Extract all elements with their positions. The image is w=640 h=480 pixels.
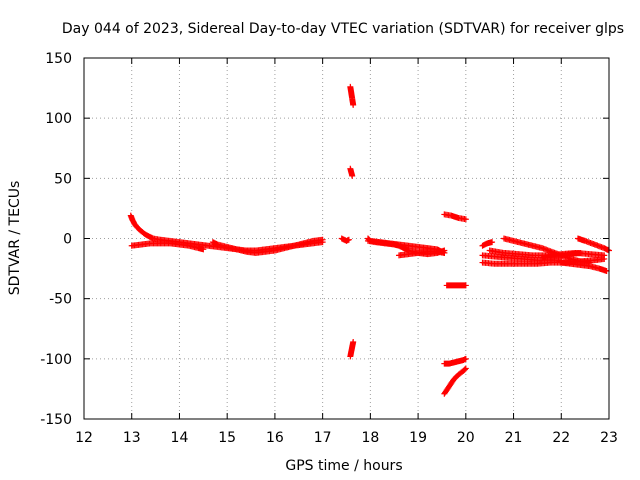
series-track-20	[558, 259, 610, 274]
data-layer	[127, 83, 612, 397]
series-track-6	[347, 165, 356, 179]
series-track-11	[441, 211, 469, 223]
scatter-points	[441, 365, 469, 397]
scatter-points	[441, 355, 469, 367]
y-axis-label: SDTVAR / TECUs	[7, 181, 23, 296]
series-track-12	[443, 282, 469, 289]
x-tick-label: 20	[457, 430, 475, 446]
x-tick-label: 13	[123, 430, 141, 446]
x-tick-label: 17	[314, 430, 332, 446]
series-track-13	[441, 355, 469, 367]
scatter-points	[338, 235, 352, 244]
y-tick-label: -100	[40, 352, 72, 368]
series-track-3	[209, 236, 326, 256]
y-tick-label: 50	[54, 171, 72, 187]
scatter-points	[347, 83, 357, 108]
scatter-points	[347, 165, 356, 179]
y-tick-label: -150	[40, 412, 72, 428]
scatter-points	[347, 338, 357, 360]
x-tick-label: 16	[266, 430, 284, 446]
x-tick-label: 21	[505, 430, 523, 446]
scatter-points	[479, 239, 496, 249]
x-axis-label: GPS time / hours	[285, 458, 402, 474]
y-tick-label: 0	[63, 232, 72, 248]
series-track-14	[441, 365, 469, 397]
x-tick-label: 22	[552, 430, 570, 446]
y-tick-label: -50	[49, 292, 72, 308]
scatter-points	[539, 249, 584, 261]
scatter-points	[558, 259, 610, 274]
y-tick-label: 150	[45, 51, 72, 67]
scatter-points	[443, 282, 469, 289]
x-tick-label: 19	[409, 430, 427, 446]
series-track-15	[479, 239, 496, 249]
scatter-points	[396, 248, 448, 259]
series-track-21	[574, 235, 612, 254]
chart-title: Day 044 of 2023, Sidereal Day-to-day VTE…	[62, 21, 624, 37]
axis-ticks: 12 13 14 15 16 17 18 19 20 21 22 23 150 100 50 0 -50 -100…	[40, 51, 618, 446]
x-tick-label: 18	[361, 430, 379, 446]
series-track-5	[347, 83, 357, 108]
x-tick-label: 15	[218, 430, 236, 446]
series-track-22	[539, 249, 584, 261]
series-track-10	[396, 248, 448, 259]
scatter-points	[441, 211, 469, 223]
x-tick-label: 12	[75, 430, 93, 446]
x-tick-label: 14	[171, 430, 189, 446]
series-track-7	[347, 338, 357, 360]
scatter-points	[574, 235, 612, 254]
x-tick-label: 23	[600, 430, 618, 446]
series-track-4	[338, 235, 352, 244]
scatter-points	[209, 236, 326, 256]
y-tick-label: 100	[45, 111, 72, 127]
